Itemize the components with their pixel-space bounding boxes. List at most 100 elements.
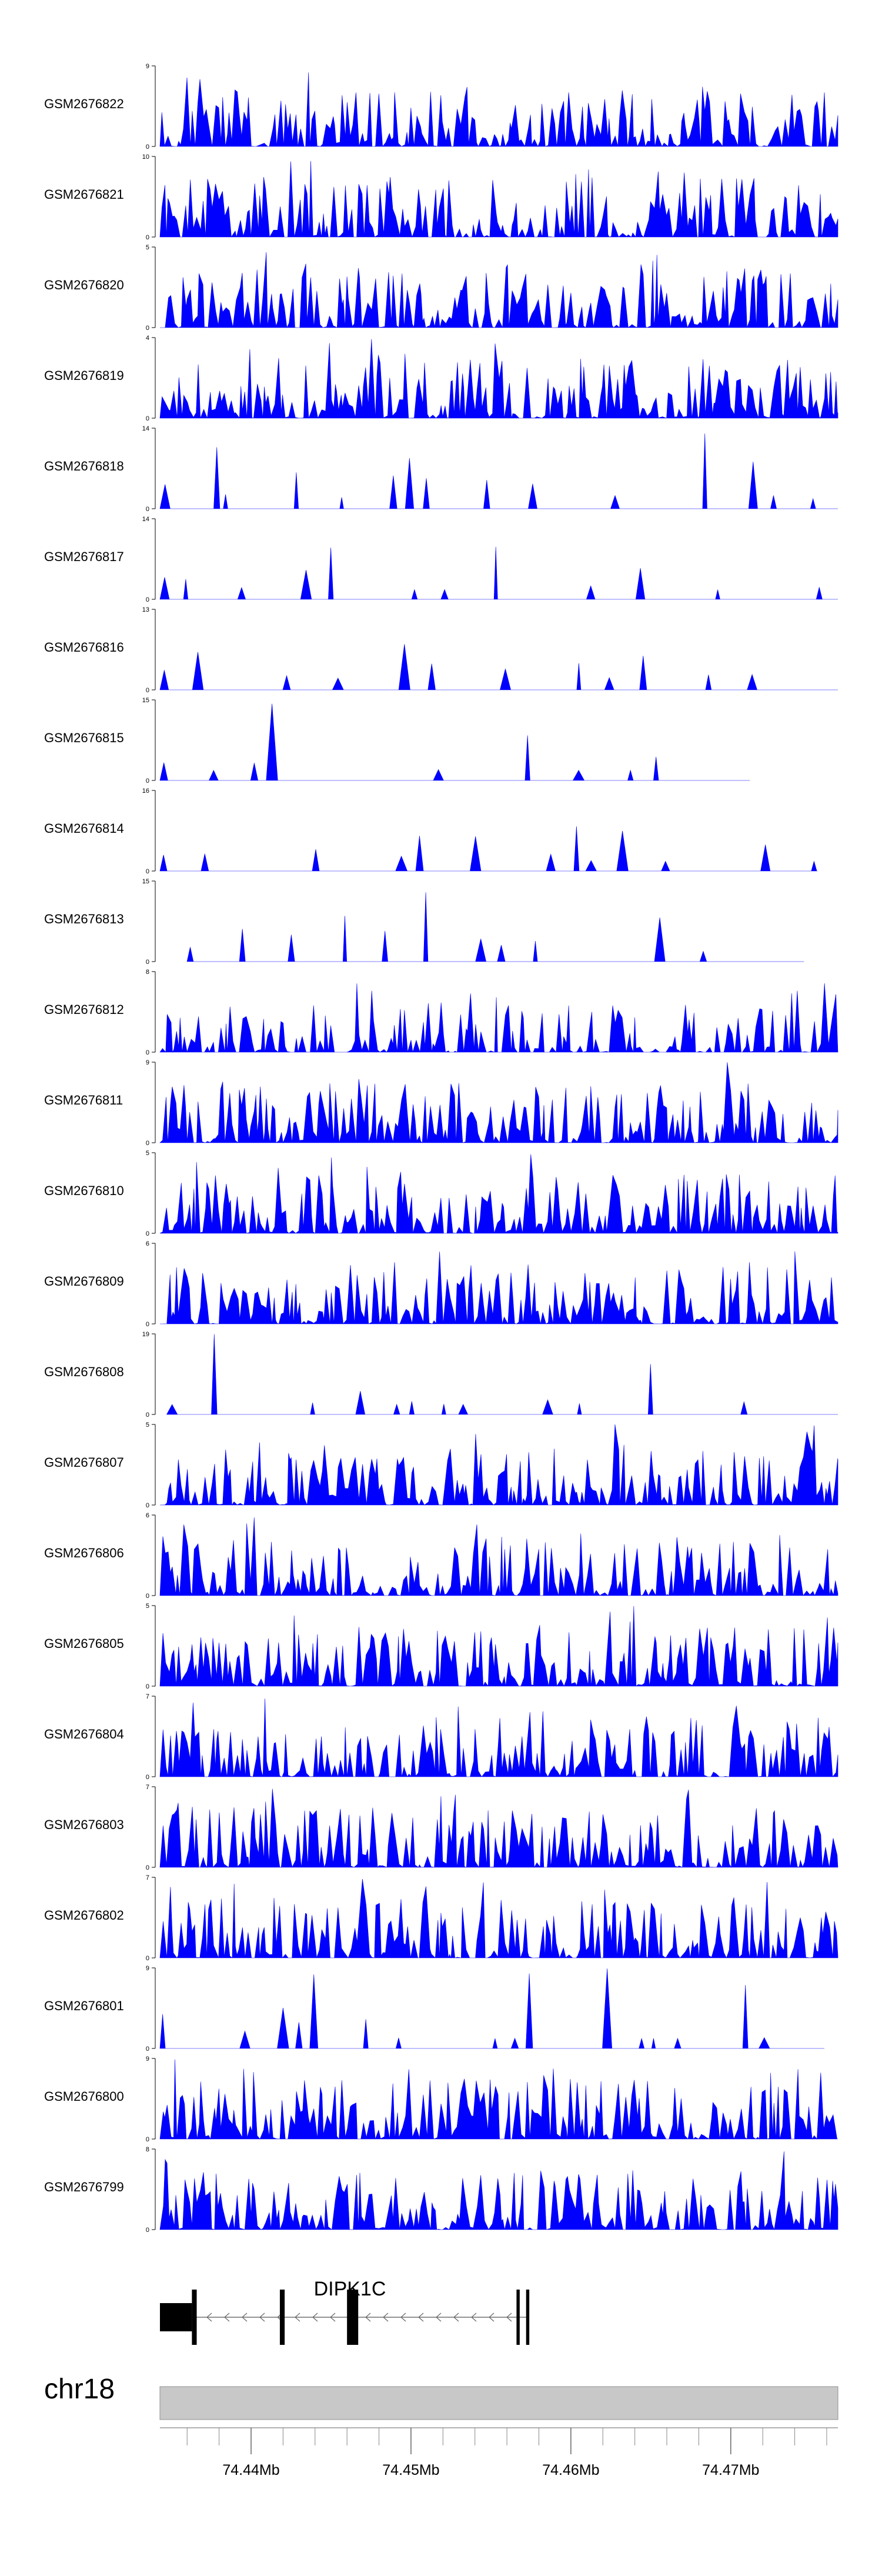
axis-tick-label: 74.45Mb	[382, 2462, 439, 2478]
exon-block	[192, 2290, 197, 2345]
track-label: GSM2676813	[44, 912, 124, 926]
track-label: GSM2676820	[44, 278, 124, 292]
signal-area	[159, 433, 838, 509]
signal-area	[159, 983, 838, 1053]
track-label: GSM2676816	[44, 640, 124, 655]
y-max-label: 15	[142, 878, 149, 885]
chromosome-band	[159, 2386, 838, 2420]
strand-arrow	[330, 2313, 336, 2322]
signal-area	[159, 339, 838, 419]
track-GSM2676802: GSM2676802 7 0	[44, 1874, 838, 1962]
strand-arrow	[418, 2313, 424, 2322]
y-max-label: 6	[146, 1240, 149, 1247]
strand-arrow	[224, 2313, 230, 2322]
signal-area	[159, 1424, 838, 1506]
track-GSM2676817: GSM2676817 14 0	[44, 516, 838, 603]
strand-arrow	[206, 2313, 212, 2322]
track-GSM2676812: GSM2676812 8 0	[44, 969, 838, 1056]
y-max-label: 4	[146, 335, 149, 342]
y-min-label: 0	[146, 234, 149, 241]
track-label: GSM2676810	[44, 1183, 124, 1198]
y-max-label: 8	[146, 2146, 149, 2153]
y-min-label: 0	[146, 1412, 149, 1419]
exon-block	[526, 2290, 530, 2345]
y-max-label: 5	[146, 1603, 149, 1610]
y-min-label: 0	[146, 144, 149, 151]
y-min-label: 0	[146, 1502, 149, 1509]
signal-area	[166, 1334, 838, 1415]
y-min-label: 0	[146, 325, 149, 332]
track-label: GSM2676803	[44, 1817, 124, 1832]
y-min-label: 0	[146, 687, 149, 694]
exon-block	[516, 2290, 520, 2345]
y-min-label: 0	[146, 1955, 149, 1962]
track-label: GSM2676801	[44, 1998, 124, 2013]
strand-arrow	[295, 2313, 300, 2322]
track-GSM2676805: GSM2676805 5 0	[44, 1603, 838, 1690]
track-GSM2676806: GSM2676806 6 0	[44, 1512, 838, 1600]
signal-area	[159, 703, 750, 781]
y-max-label: 9	[146, 1059, 149, 1066]
y-min-label: 0	[146, 596, 149, 603]
strand-arrow	[365, 2313, 371, 2322]
track-GSM2676799: GSM2676799 8 0	[44, 2146, 838, 2234]
y-max-label: 7	[146, 1784, 149, 1791]
y-min-label: 0	[146, 778, 149, 785]
y-min-label: 0	[146, 1593, 149, 1600]
track-label: GSM2676808	[44, 1364, 124, 1379]
genomic-axis: 74.44Mb 74.45Mb 74.46Mb 74.47Mb	[160, 2427, 838, 2478]
signal-area	[159, 1788, 838, 1868]
strand-arrow	[312, 2313, 318, 2322]
y-min-label: 0	[146, 2136, 149, 2143]
strand-arrow	[506, 2313, 512, 2322]
y-min-label: 0	[146, 506, 149, 513]
signal-tracks: GSM267682290GSM2676821100GSM267682050GSM…	[44, 63, 838, 2234]
signal-area	[159, 2059, 838, 2140]
signal-area	[159, 72, 838, 147]
y-max-label: 14	[142, 425, 149, 432]
track-GSM2676801: GSM2676801 9 0	[44, 1965, 824, 2053]
signal-area	[159, 826, 818, 872]
strand-arrow	[242, 2313, 248, 2322]
y-max-label: 6	[146, 1512, 149, 1519]
track-label: GSM2676812	[44, 1002, 124, 1017]
track-GSM2676809: GSM2676809 6 0	[44, 1240, 838, 1328]
track-GSM2676820: GSM2676820 5 0	[44, 244, 838, 332]
y-max-label: 5	[146, 1422, 149, 1429]
strand-arrow	[383, 2313, 389, 2322]
y-max-label: 19	[142, 1331, 149, 1338]
y-max-label: 14	[142, 516, 149, 523]
y-max-label: 7	[146, 1874, 149, 1881]
track-label: GSM2676799	[44, 2180, 124, 2194]
track-label: GSM2676809	[44, 1274, 124, 1289]
track-label: GSM2676806	[44, 1546, 124, 1560]
y-max-label: 16	[142, 788, 149, 795]
y-max-label: 8	[146, 969, 149, 976]
axis-tick-label: 74.47Mb	[702, 2462, 759, 2478]
y-max-label: 7	[146, 1693, 149, 1700]
signal-area	[159, 1517, 838, 1596]
axis-tick-label: 74.46Mb	[542, 2462, 599, 2478]
track-GSM2676804: GSM2676804 7 0	[44, 1693, 838, 1781]
track-label: GSM2676819	[44, 368, 124, 383]
y-max-label: 5	[146, 1150, 149, 1157]
y-min-label: 0	[146, 959, 149, 966]
signal-area	[160, 252, 838, 329]
exon-block	[347, 2290, 359, 2345]
track-label: GSM2676818	[44, 459, 124, 473]
y-min-label: 0	[146, 1774, 149, 1781]
signal-area	[159, 1154, 838, 1234]
signal-area	[159, 1878, 838, 1959]
y-min-label: 0	[146, 868, 149, 875]
track-label: GSM2676802	[44, 1908, 124, 1923]
exon-block	[279, 2290, 285, 2345]
signal-area	[186, 892, 804, 962]
track-GSM2676807: GSM2676807 5 0	[44, 1422, 838, 1509]
track-GSM2676800: GSM2676800 9 0	[44, 2056, 838, 2143]
y-max-label: 15	[142, 697, 149, 704]
y-min-label: 0	[146, 1683, 149, 1690]
track-label: GSM2676817	[44, 549, 124, 564]
y-max-label: 9	[146, 63, 149, 70]
signal-area	[159, 644, 838, 690]
track-GSM2676813: GSM2676813 15 0	[44, 878, 804, 966]
